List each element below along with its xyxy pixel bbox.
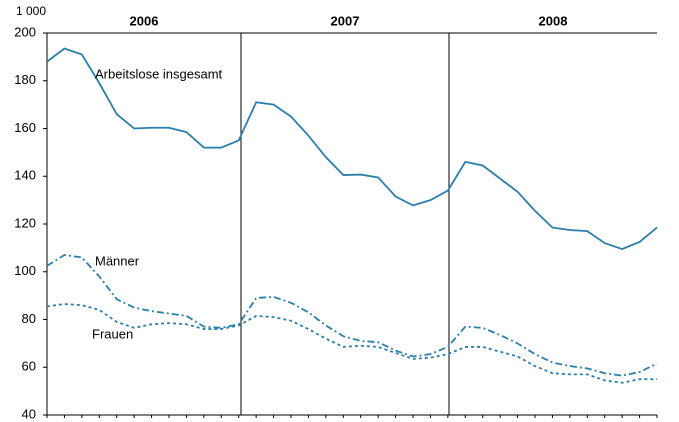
series-label: Arbeitslose insgesamt	[95, 66, 223, 81]
y-tick-label: 180	[14, 72, 36, 87]
y-tick-label: 80	[22, 311, 36, 326]
series-label: Männer	[95, 253, 140, 268]
series-line	[46, 254, 658, 377]
y-tick-label: 100	[14, 263, 36, 278]
y-tick-label: 40	[22, 406, 36, 421]
y-tick-label: 200	[14, 24, 36, 39]
y-tick-label: 160	[14, 120, 36, 135]
y-tick-label: 120	[14, 215, 36, 230]
unit-label: 1 000	[16, 4, 46, 18]
y-tick-label: 60	[22, 359, 36, 374]
y-tick-label: 140	[14, 168, 36, 183]
series-line	[46, 303, 657, 384]
series-line	[46, 47, 658, 251]
series-label: Frauen	[92, 326, 133, 341]
period-label: 2007	[331, 13, 360, 28]
period-label: 2006	[130, 13, 159, 28]
period-label: 2008	[539, 13, 568, 28]
